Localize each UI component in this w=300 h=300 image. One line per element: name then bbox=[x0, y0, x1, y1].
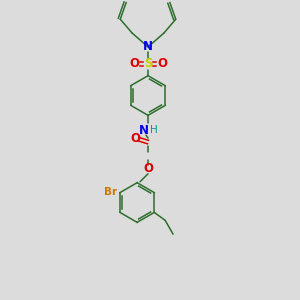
Text: O: O bbox=[130, 132, 140, 145]
Text: H: H bbox=[150, 125, 158, 135]
Text: Br: Br bbox=[104, 187, 118, 196]
Text: N: N bbox=[139, 124, 149, 137]
Text: O: O bbox=[143, 162, 153, 175]
Text: N: N bbox=[143, 40, 153, 53]
Text: O: O bbox=[129, 57, 139, 70]
Text: S: S bbox=[144, 57, 152, 70]
Text: O: O bbox=[157, 57, 167, 70]
